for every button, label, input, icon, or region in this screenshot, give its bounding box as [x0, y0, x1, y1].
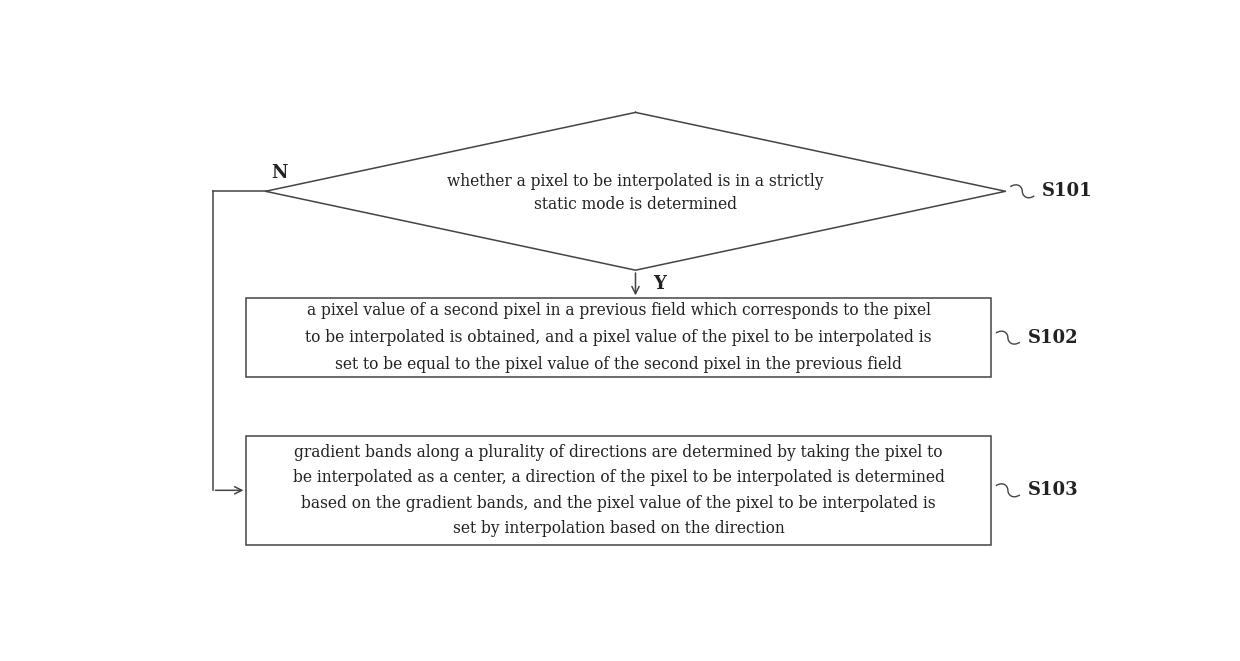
Text: a pixel value of a second pixel in a previous field which corresponds to the pix: a pixel value of a second pixel in a pre… [305, 302, 932, 373]
Text: S101: S101 [1042, 182, 1092, 200]
FancyBboxPatch shape [247, 436, 991, 545]
Text: whether a pixel to be interpolated is in a strictly: whether a pixel to be interpolated is in… [448, 173, 823, 190]
Text: S103: S103 [1028, 481, 1079, 499]
Text: static mode is determined: static mode is determined [534, 196, 737, 213]
Text: gradient bands along a plurality of directions are determined by taking the pixe: gradient bands along a plurality of dire… [293, 444, 945, 537]
Text: S102: S102 [1028, 329, 1079, 346]
Text: Y: Y [652, 275, 666, 293]
Text: N: N [272, 165, 288, 182]
FancyBboxPatch shape [247, 298, 991, 377]
